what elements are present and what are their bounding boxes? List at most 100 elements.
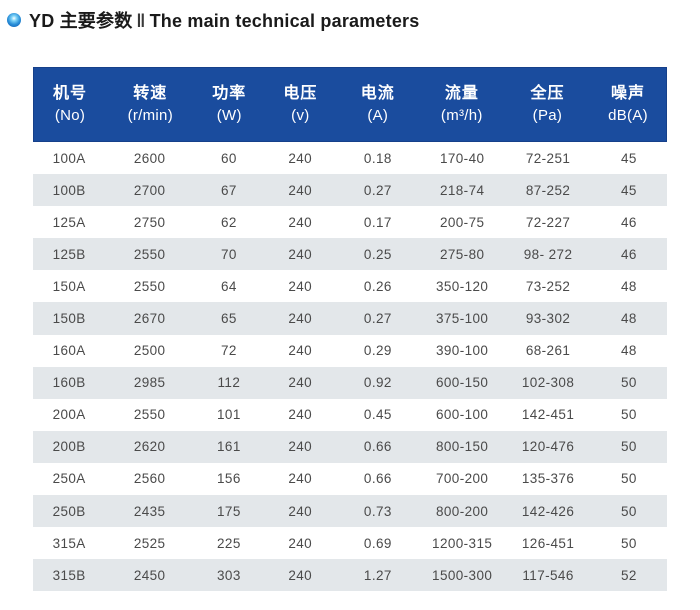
cell-power: 303	[217, 567, 241, 583]
table-row: 160B 2985 112 240 0.92 600-150 102-308 50	[33, 366, 667, 399]
cell-no: 200A	[52, 407, 86, 423]
cell-noise: 50	[620, 471, 637, 487]
column-header-power-unit: (W)	[216, 106, 242, 124]
cell-pressure: 117-546	[522, 567, 574, 583]
page-title: YD 主要参数 ‖ The main technical parameters	[7, 7, 419, 33]
cell-noise: 48	[620, 311, 637, 327]
cell-current: 0.73	[363, 503, 392, 519]
cell-current: 0.25	[363, 246, 392, 262]
table-row: 100A 2600 60 240 0.18 170-40 72-251 45	[33, 142, 667, 175]
table-header-row: 机号 (No) 转速 (r/min) 功率 (W) 电压 (v) 电流 (A) …	[33, 67, 667, 142]
cell-rpm: 2525	[133, 535, 166, 551]
cell-no: 125A	[52, 214, 86, 230]
cell-power: 156	[217, 471, 241, 487]
table-row: 160A 2500 72 240 0.29 390-100 68-261 48	[33, 334, 667, 367]
cell-current: 0.66	[363, 439, 392, 455]
cell-noise: 50	[620, 375, 637, 391]
cell-noise: 50	[620, 535, 637, 551]
table-body: 100A 2600 60 240 0.18 170-40 72-251 45 100B 2700 6…	[33, 142, 667, 592]
cell-pressure: 73-252	[525, 278, 571, 294]
cell-power: 70	[220, 246, 237, 262]
cell-pressure: 126-451	[521, 535, 575, 551]
column-header-no: 机号 (No)	[34, 83, 106, 127]
cell-rpm: 2560	[133, 471, 166, 487]
page-title-text: YD 主要参数 ‖ The main technical parameters	[29, 7, 419, 33]
cell-no: 315A	[52, 535, 86, 551]
cell-noise: 46	[620, 214, 637, 230]
cell-current: 0.26	[363, 278, 392, 294]
table-row: 315B 2450 303 240 1.27 1500-300 117-546 52	[33, 559, 667, 592]
cell-current: 0.18	[363, 150, 392, 166]
cell-current: 1.27	[363, 567, 392, 583]
cell-current: 0.27	[363, 182, 392, 198]
cell-airflow: 1500-300	[432, 567, 493, 583]
cell-power: 225	[217, 535, 241, 551]
cell-noise: 48	[620, 343, 637, 359]
cell-airflow: 350-120	[435, 278, 489, 294]
cell-voltage: 240	[288, 278, 313, 294]
column-header-current: 电流 (A)	[337, 83, 419, 127]
table-row: 250B 2435 175 240 0.73 800-200 142-426 50	[33, 495, 667, 528]
column-header-airflow-cn: 流量	[444, 84, 479, 102]
cell-pressure: 102-308	[521, 375, 575, 391]
cell-airflow: 700-200	[435, 471, 489, 487]
column-header-voltage: 电压 (v)	[264, 83, 337, 127]
cell-current: 0.17	[363, 214, 392, 230]
cell-airflow: 600-100	[435, 407, 489, 423]
cell-power: 72	[220, 343, 237, 359]
cell-no: 250A	[52, 471, 86, 487]
cell-airflow: 275-80	[439, 246, 485, 262]
cell-rpm: 2550	[133, 278, 166, 294]
column-header-pressure-unit: (Pa)	[532, 106, 563, 124]
cell-rpm: 2435	[133, 503, 166, 519]
cell-noise: 52	[620, 567, 637, 583]
cell-no: 315B	[52, 567, 86, 583]
cell-pressure: 68-261	[525, 343, 571, 359]
cell-rpm: 2670	[133, 311, 166, 327]
cell-current: 0.29	[363, 343, 392, 359]
cell-pressure: 87-252	[525, 182, 571, 198]
column-header-voltage-unit: (v)	[291, 106, 310, 124]
cell-voltage: 240	[288, 567, 313, 583]
title-english: The main technical parameters	[149, 11, 420, 31]
cell-voltage: 240	[288, 535, 313, 551]
cell-voltage: 240	[288, 343, 313, 359]
cell-voltage: 240	[288, 503, 313, 519]
cell-rpm: 2750	[133, 214, 166, 230]
cell-voltage: 240	[288, 439, 313, 455]
cell-power: 161	[217, 439, 241, 455]
cell-noise: 46	[620, 246, 637, 262]
column-header-rpm-cn: 转速	[133, 84, 168, 102]
cell-pressure: 98- 272	[523, 246, 573, 262]
cell-noise: 45	[620, 182, 637, 198]
cell-pressure: 72-251	[525, 150, 571, 166]
cell-no: 100A	[52, 150, 86, 166]
column-header-current-cn: 电流	[360, 84, 395, 102]
cell-no: 150A	[52, 278, 86, 294]
parameters-table: 机号 (No) 转速 (r/min) 功率 (W) 电压 (v) 电流 (A) …	[33, 67, 667, 592]
cell-current: 0.66	[363, 471, 392, 487]
bullet-icon	[7, 13, 21, 27]
cell-pressure: 120-476	[521, 439, 575, 455]
cell-pressure: 142-451	[521, 407, 575, 423]
table-row: 125A 2750 62 240 0.17 200-75 72-227 46	[33, 206, 667, 239]
cell-rpm: 2620	[133, 439, 166, 455]
column-header-airflow-unit: (m³/h)	[440, 106, 483, 124]
cell-voltage: 240	[288, 150, 313, 166]
cell-rpm: 2450	[133, 567, 166, 583]
cell-rpm: 2550	[133, 407, 166, 423]
table-row: 150B 2670 65 240 0.27 375-100 93-302 48	[33, 302, 667, 335]
table-row: 150A 2550 64 240 0.26 350-120 73-252 48	[33, 270, 667, 303]
cell-voltage: 240	[288, 182, 313, 198]
cell-pressure: 142-426	[521, 503, 575, 519]
cell-airflow: 600-150	[435, 375, 489, 391]
cell-power: 65	[220, 311, 237, 327]
cell-no: 160A	[52, 343, 86, 359]
cell-power: 62	[220, 214, 237, 230]
table-row: 125B 2550 70 240 0.25 275-80 98- 272 46	[33, 238, 667, 271]
cell-airflow: 200-75	[439, 214, 485, 230]
cell-voltage: 240	[288, 407, 313, 423]
table-row: 100B 2700 67 240 0.27 218-74 87-252 45	[33, 174, 667, 207]
cell-airflow: 800-200	[435, 503, 489, 519]
cell-current: 0.45	[363, 407, 392, 423]
